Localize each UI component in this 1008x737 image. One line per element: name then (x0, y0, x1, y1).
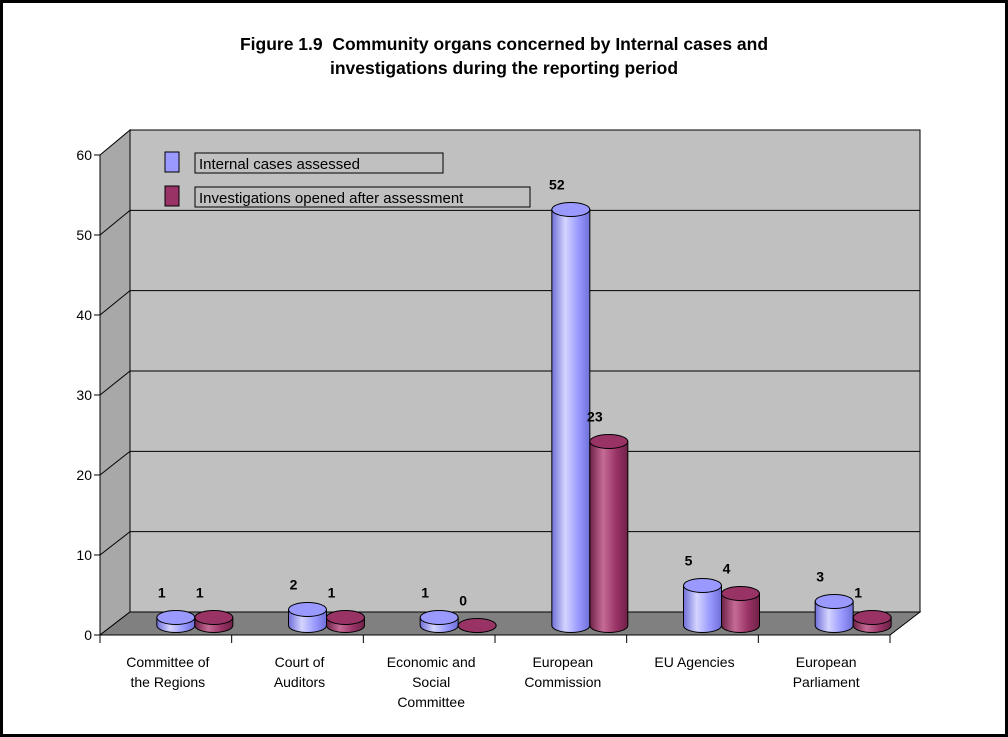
y-tick-label: 20 (76, 467, 92, 483)
data-label: 5 (685, 553, 693, 569)
x-category-label: Auditors (274, 674, 325, 690)
gridline-side (99, 450, 131, 476)
data-label: 1 (158, 585, 166, 601)
gridline-side (99, 290, 131, 316)
data-label: 1 (328, 585, 336, 601)
bar-s1-2 (288, 602, 327, 633)
legend-swatch (164, 151, 180, 173)
bar-s1-3 (419, 610, 459, 633)
bar-s2-4-top (589, 434, 629, 449)
chart-title-line-2: investigations during the reporting peri… (329, 58, 679, 78)
x-category-label: Economic and (387, 654, 476, 670)
bar-s2-2 (326, 610, 365, 633)
bar-s1-4-top (551, 202, 591, 217)
data-label: 2 (290, 577, 298, 593)
bar-s2-1-top (194, 610, 234, 625)
bar-s1-6 (814, 594, 854, 633)
x-category-label: Committee (397, 694, 465, 710)
y-tick-label: 50 (76, 227, 92, 243)
bar-s1-5 (683, 578, 722, 633)
data-label: 1 (196, 585, 204, 601)
y-tick-label: 10 (76, 547, 92, 563)
gridline-side (99, 209, 131, 236)
y-tick-label: 60 (76, 147, 92, 163)
bar-s2-5-top (721, 586, 760, 601)
bar-s1-2-top (288, 602, 327, 617)
data-label: 3 (816, 569, 824, 585)
bar-s1-6-top (814, 594, 854, 609)
bar-s2-4-body (589, 441, 629, 633)
data-label: 1 (421, 585, 429, 601)
bar-s1-4 (551, 202, 591, 633)
x-category-label: European (796, 654, 857, 670)
x-category-label: Parliament (793, 674, 860, 690)
data-label: 0 (459, 593, 467, 609)
x-category-label: Commission (524, 674, 601, 690)
chart-title: Figure 1.9 Community organs concerned by… (0, 32, 1008, 80)
bar-s2-2-top (326, 610, 365, 625)
x-category-label: Court of (275, 654, 325, 670)
x-category-label: Social (412, 674, 450, 690)
legend-label: Internal cases assessed (199, 156, 360, 173)
legend-entry-box (194, 186, 531, 208)
legend-swatch (164, 185, 180, 207)
data-label: 52 (549, 177, 565, 193)
bar-s1-3-top (419, 610, 459, 625)
chart-title-line-1: Figure 1.9 Community organs concerned by… (239, 34, 769, 54)
y-tick-label: 30 (76, 387, 92, 403)
gridline-side (99, 531, 131, 556)
bar-s2-3 (457, 618, 497, 633)
bar-s2-4 (589, 434, 629, 633)
y-tick-label: 0 (84, 627, 92, 643)
bar-s1-1 (156, 610, 196, 633)
bar-s1-1-top (156, 610, 196, 625)
bar-s1-5-top (683, 578, 722, 593)
x-category-label: EU Agencies (654, 654, 734, 670)
data-label: 23 (587, 409, 603, 425)
bar-s2-1 (194, 610, 234, 633)
bar-s2-6 (852, 610, 892, 633)
bar-s2-3-top (457, 618, 497, 633)
legend-entry-box (194, 152, 444, 174)
x-category-label: the Regions (130, 674, 205, 690)
y-tick-label: 40 (76, 307, 92, 323)
bar-s2-5 (721, 586, 760, 633)
x-category-label: Committee of (126, 654, 209, 670)
legend-label: Investigations opened after assessment (199, 190, 464, 207)
gridline-side (99, 370, 131, 396)
data-label: 1 (854, 585, 862, 601)
x-category-label: European (532, 654, 593, 670)
bar-s2-6-top (852, 610, 892, 625)
data-label: 4 (723, 561, 731, 577)
bar-s2-5-body (721, 593, 760, 633)
bar-s1-4-body (551, 209, 591, 633)
